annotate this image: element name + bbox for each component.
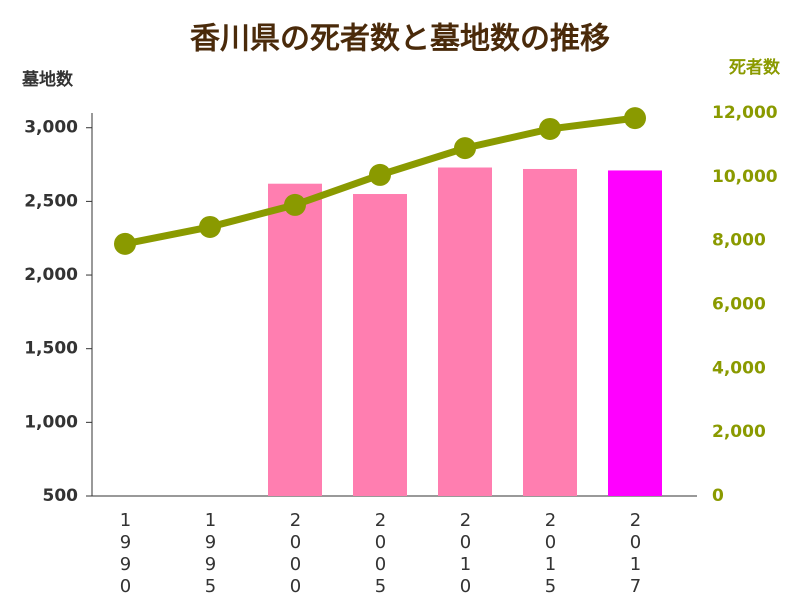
y-tick-label: 2,500 (24, 191, 78, 211)
y-axis-label: 墓地数 (21, 69, 74, 90)
marker (284, 193, 306, 216)
marker (539, 117, 561, 140)
y2-tick-label: 8,000 (712, 231, 766, 251)
bar (438, 167, 492, 496)
x-tick-label: 2005 (370, 510, 391, 598)
x-tick-label: 2010 (455, 510, 476, 598)
x-tick-label: 1995 (200, 510, 221, 598)
x-tick-label: 2015 (540, 510, 561, 598)
marker (114, 232, 136, 255)
marker (199, 215, 221, 238)
bar (268, 183, 322, 496)
y-tick-label: 1,500 (24, 339, 78, 359)
y2-tick-label: 2,000 (712, 422, 766, 442)
y-tick-label: 3,000 (24, 118, 78, 138)
y2-tick-label: 10,000 (712, 167, 778, 187)
y2-axis-label: 死者数 (729, 57, 781, 78)
y-tick-label: 500 (43, 486, 79, 506)
x-tick-label: 2000 (285, 510, 306, 598)
y-tick-label: 2,000 (24, 265, 78, 285)
x-tick-label: 1990 (115, 510, 136, 598)
bar (353, 194, 407, 496)
y2-tick-label: 6,000 (712, 295, 766, 315)
marker (369, 163, 391, 186)
y2-tick-label: 0 (712, 486, 724, 506)
bar (523, 168, 577, 496)
marker (454, 137, 476, 160)
x-tick-label: 2017 (625, 510, 646, 598)
y2-tick-label: 12,000 (712, 103, 778, 123)
marker (624, 107, 646, 130)
chart-title: 香川県の死者数と墓地数の推移 (190, 22, 610, 57)
y2-tick-label: 4,000 (712, 358, 766, 378)
bar (608, 170, 662, 496)
y-tick-label: 1,000 (24, 412, 78, 432)
